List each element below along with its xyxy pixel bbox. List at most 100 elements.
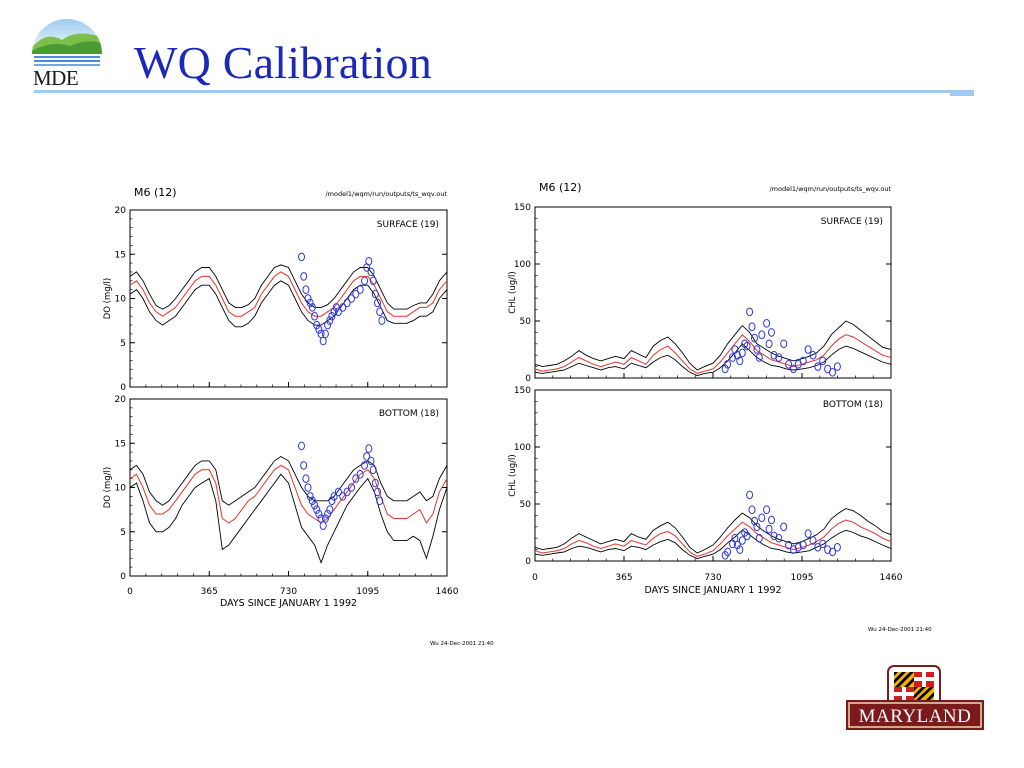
do-observed-point [298, 252, 305, 262]
chl-observed-point [768, 328, 775, 337]
do-station-label: M6 (12) [134, 186, 177, 199]
do-y-axis-label: DO (mg/l) [103, 467, 113, 508]
chl-observed-point [785, 540, 793, 550]
do-observed-point [304, 483, 312, 492]
chl-footer-stamp: Wu 24-Dec-2001 21:40 [868, 627, 932, 633]
chl-y-tick-label: 50 [520, 317, 532, 327]
do-observed-point [300, 272, 308, 281]
do-model-upper-line [129, 264, 448, 310]
chl-observed-point [775, 533, 783, 543]
do-observed-point [313, 320, 321, 330]
do-observed-point [343, 487, 351, 497]
do-model-upper-line [129, 455, 448, 506]
do-model-mean-line [129, 271, 448, 317]
do-observed-point [319, 336, 327, 346]
chl-observed-point [721, 551, 729, 560]
chl-observed-point [794, 543, 802, 552]
do-panel-bottom: 0 5 10 15 20 DO (mg/l) BOTTOM (18) [103, 395, 448, 582]
chl-observed-point [799, 356, 807, 366]
do-plot-frame [129, 209, 448, 388]
do-observed-point [308, 496, 316, 506]
chl-y-tick-label: 150 [514, 203, 531, 213]
chl-x-tick-label: 730 [704, 573, 721, 583]
chl-observed-point [736, 545, 744, 554]
do-x-tick-label: 1095 [356, 587, 379, 597]
do-observed-point [302, 285, 310, 294]
do-observed-point [371, 289, 379, 299]
chl-model-upper-line [534, 508, 892, 554]
chl-observed-point [743, 531, 751, 541]
do-model-mean-line [129, 464, 448, 524]
do-observed-point [369, 465, 377, 475]
chl-x-tick-label: 365 [615, 573, 632, 583]
chl-observed-point [829, 368, 836, 377]
do-observed-point [332, 303, 340, 312]
do-observed-point [317, 329, 325, 339]
chl-observed-point [814, 543, 822, 552]
do-observed-point [352, 289, 360, 299]
do-observed-point [298, 441, 305, 451]
chl-observed-point [804, 529, 812, 538]
chl-observed-point [763, 319, 771, 328]
chl-observed-point [758, 513, 766, 523]
do-panel-name: BOTTOM (18) [379, 409, 439, 419]
chl-y-tick-label: 100 [514, 260, 531, 270]
chl-observed-point [799, 540, 807, 550]
do-plot-frame [129, 398, 448, 577]
do-observed-point [352, 474, 360, 483]
do-observed-point [315, 509, 323, 519]
mde-logo-text: MDE [33, 66, 79, 90]
chl-x-tick-label: 1460 [880, 573, 903, 583]
do-observed-point [328, 311, 336, 321]
chl-model-mean-line [534, 519, 892, 557]
chl-chart-group: M6 (12) /model1/wqm/run/outputs/ts_wqv.ou… [508, 181, 932, 633]
chl-observed-point [833, 543, 841, 552]
chl-observed-point [753, 522, 761, 532]
chl-observed-point [780, 339, 788, 349]
chl-observed-point [755, 353, 763, 362]
chl-observed-point [785, 360, 793, 369]
do-y-tick-label: 10 [115, 295, 127, 305]
do-y-tick-label: 5 [120, 339, 126, 349]
title-rule-end [950, 90, 974, 96]
title-rule [34, 90, 974, 93]
do-chart-group: M6 (12) /model1/wqm/run/outputs/ts_wqv.ou… [103, 186, 494, 647]
do-observed-point [317, 514, 325, 523]
chl-observed-point [738, 348, 746, 358]
chl-observed-point [765, 524, 773, 534]
maryland-logo: MARYLAND [846, 665, 984, 730]
maryland-flag-icon [894, 672, 934, 701]
do-x-tick-label: 1460 [436, 587, 459, 597]
chl-observed-point [733, 350, 741, 360]
chl-observed-point [775, 353, 783, 362]
do-observed-point [339, 492, 347, 501]
do-observed-point [356, 285, 364, 294]
do-observed-point [348, 483, 355, 492]
chl-observed-point [819, 539, 827, 549]
chl-observed-point [751, 333, 758, 343]
chl-observed-point [748, 505, 756, 515]
do-observed-point [376, 307, 384, 317]
do-observed-point [304, 294, 312, 303]
do-observed-point [313, 505, 321, 514]
chl-panel-name: BOTTOM (18) [823, 400, 883, 410]
chl-observed-point [809, 350, 817, 360]
chl-y-tick-label: 0 [525, 557, 531, 567]
chl-observed-point [736, 356, 744, 366]
do-observed-point [334, 307, 342, 317]
do-observed-point [306, 298, 314, 308]
do-observed-point [367, 267, 375, 277]
do-observed-point [324, 509, 332, 519]
chl-observed-point [758, 330, 766, 340]
do-observed-point [326, 316, 334, 325]
do-y-tick-label: 15 [115, 250, 126, 260]
chl-observed-point [809, 536, 817, 545]
chl-model-mean-line [534, 333, 892, 374]
do-observed-point [306, 492, 314, 501]
chl-panel-surface: 0 50 100 150 CHL (ug/l) SURFACE (19) [508, 203, 892, 384]
chl-observed-point [763, 505, 771, 515]
do-observed-point [363, 452, 371, 461]
chl-observed-point [733, 540, 741, 550]
chl-model-lower-line [534, 529, 892, 560]
do-observed-point [330, 307, 338, 317]
